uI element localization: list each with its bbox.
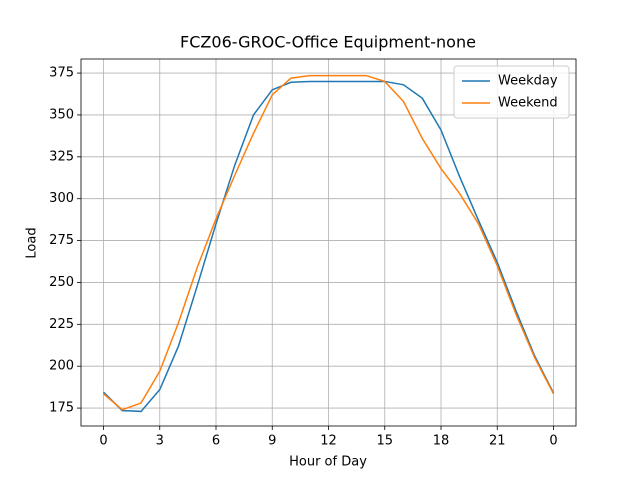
chart-title: FCZ06-GROC-Office Equipment-none [180, 33, 476, 52]
y-tick-label: 200 [49, 359, 74, 374]
x-tick-label: 0 [99, 434, 107, 449]
legend-label: Weekend [498, 96, 558, 111]
line-series [103, 74, 555, 411]
x-tick-label: 9 [268, 434, 276, 449]
plot-frame [80, 58, 577, 427]
x-tick-label: 6 [212, 434, 220, 449]
y-tick-label: 175 [49, 401, 74, 416]
x-axis-label: Hour of Day [289, 455, 367, 470]
y-axis-label: Load [25, 227, 40, 258]
y-tick-label: 250 [49, 275, 74, 290]
x-tick-label: 3 [156, 434, 164, 449]
x-tick-label: 12 [320, 434, 337, 449]
line-series [102, 80, 555, 413]
y-tick-label: 375 [49, 66, 74, 81]
y-tick-label: 350 [49, 107, 74, 122]
y-tick-label: 225 [49, 317, 74, 332]
x-tick-label: 0 [549, 434, 557, 449]
x-tick-label: 21 [489, 434, 506, 449]
y-tick-label: 300 [49, 191, 74, 206]
x-tick-label: 18 [433, 434, 450, 449]
x-tick-label: 15 [376, 434, 393, 449]
legend-box [453, 65, 570, 119]
y-tick-label: 275 [49, 233, 74, 248]
y-tick-label: 325 [49, 149, 74, 164]
legend-label: Weekday [498, 74, 558, 89]
